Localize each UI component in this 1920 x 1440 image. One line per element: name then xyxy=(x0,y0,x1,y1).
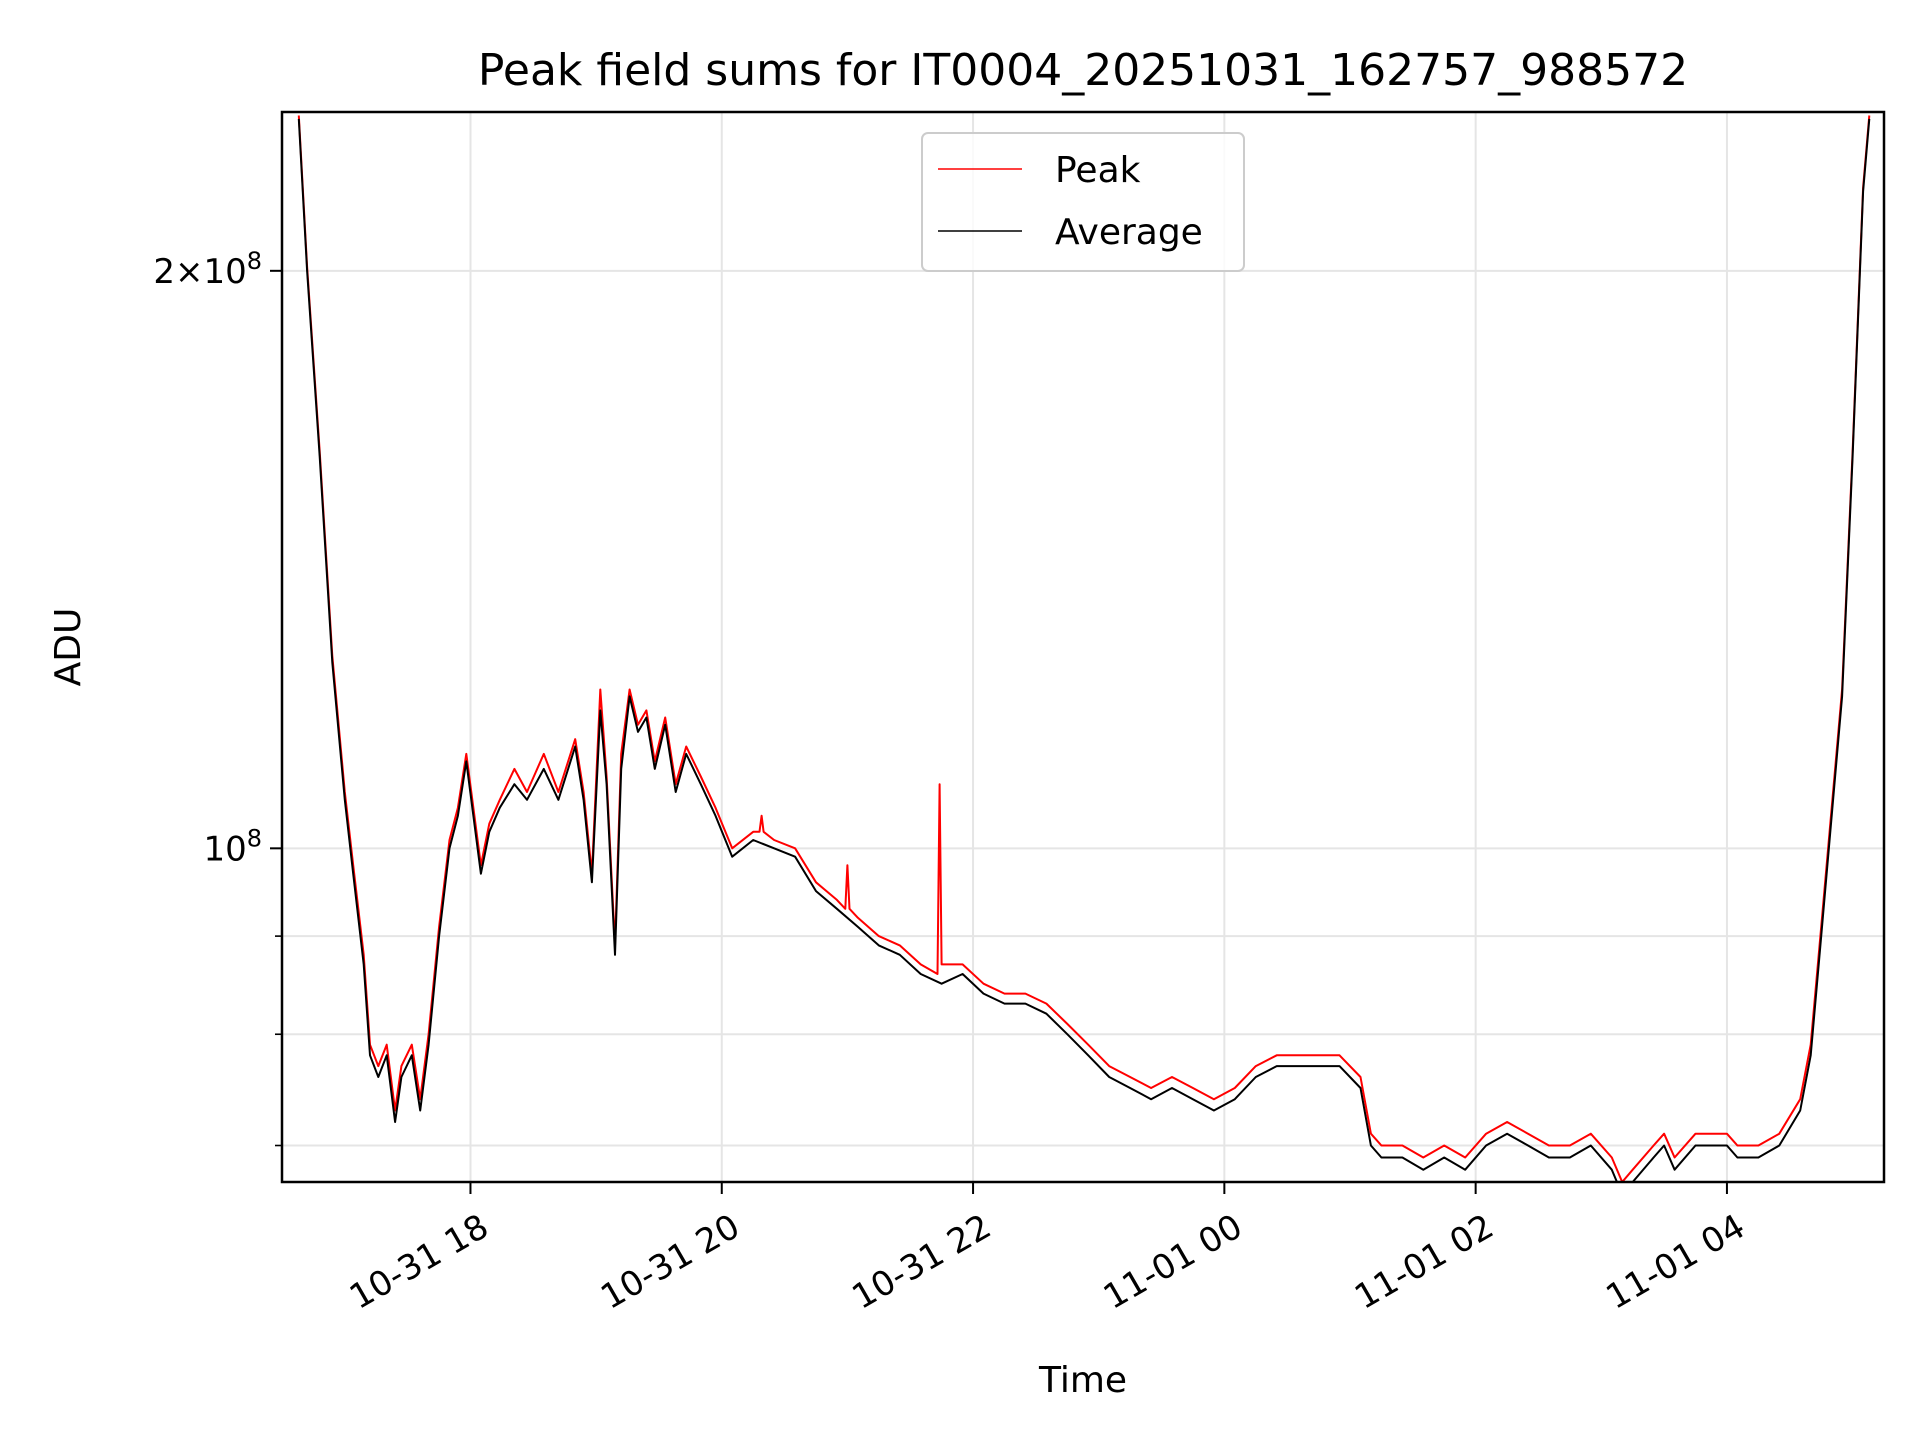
x-axis-label: Time xyxy=(1038,1360,1127,1401)
axes-frame xyxy=(280,110,1886,1184)
series-lines xyxy=(297,115,1871,1182)
series-line-average xyxy=(297,118,1871,1182)
y-tick-label: 108 xyxy=(203,824,262,869)
legend: Peak Average xyxy=(921,132,1245,272)
plot-area xyxy=(280,110,1886,1184)
chart-title: Peak field sums for IT0004_20251031_1627… xyxy=(478,45,1688,96)
legend-box xyxy=(921,132,1245,272)
legend-label-peak: Peak xyxy=(1055,150,1141,191)
y-axis-label: ADU xyxy=(48,608,89,687)
series-line-peak xyxy=(297,115,1871,1182)
legend-label-average: Average xyxy=(1055,212,1203,253)
y-axis: 2×108 108 xyxy=(153,247,282,1147)
y-tick-label: 2×108 xyxy=(153,247,262,292)
grid-lines xyxy=(282,112,1884,1182)
